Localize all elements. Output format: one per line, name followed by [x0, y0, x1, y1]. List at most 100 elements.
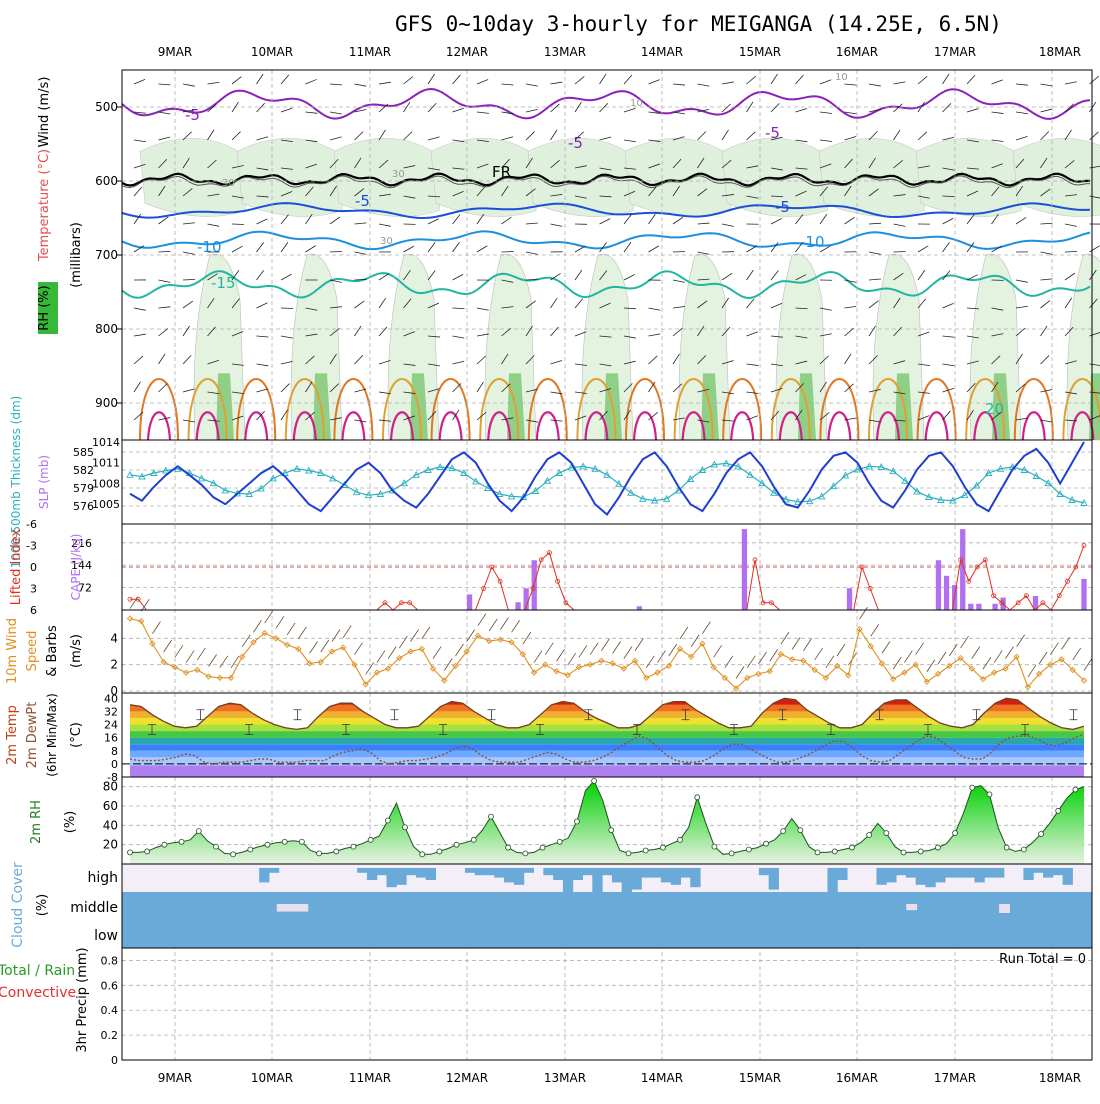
temp-band	[122, 738, 1092, 745]
cloud-high-bar	[925, 868, 935, 887]
cloud-level-label: middle	[70, 900, 118, 916]
rh-point	[368, 837, 373, 842]
rh-point	[351, 844, 356, 849]
contour-label: 10	[630, 98, 643, 109]
rh-point	[523, 851, 528, 856]
rh-point	[317, 851, 322, 856]
rh-point	[901, 850, 906, 855]
top-date-label: 14MAR	[641, 45, 683, 59]
panel-frame	[122, 948, 1092, 1060]
cloud-high-bar	[1033, 868, 1043, 873]
cape-bar	[847, 588, 852, 610]
contour-label: -10	[197, 238, 222, 256]
top-date-label: 18MAR	[1039, 45, 1081, 59]
cloud-high-bar	[984, 868, 994, 878]
thickness-tick: 582	[73, 464, 94, 477]
rh-point	[867, 833, 872, 838]
cloud-high-bar	[387, 868, 397, 887]
label-rh: RH (%)	[37, 285, 52, 330]
rh-point	[643, 848, 648, 853]
cloud-level-label: low	[94, 928, 118, 944]
precip-tick: 0.8	[101, 954, 119, 967]
cloud-high-bar	[1023, 868, 1033, 880]
cloud-high-bar	[367, 868, 377, 880]
cloud-high-bar	[651, 868, 661, 878]
thickness-tick: 585	[73, 446, 94, 459]
rh-point	[849, 845, 854, 850]
label-millibars: (millibars)	[69, 222, 84, 288]
temp-band	[122, 751, 1092, 758]
li-tick: 0	[30, 561, 37, 574]
cloud-high-bar	[494, 868, 504, 878]
cape-bar	[976, 604, 981, 610]
bottom-date-label: 18MAR	[1039, 1071, 1081, 1085]
cloud-high-bar	[641, 868, 651, 878]
top-date-label: 10MAR	[251, 45, 293, 59]
cloud-mid-gap	[277, 904, 288, 912]
rh-tick: 80	[103, 780, 118, 794]
rh-point	[678, 837, 683, 842]
cloud-high-bar	[622, 868, 632, 892]
top-date-label: 9MAR	[158, 45, 193, 59]
label-wind: Wind (m/s)	[37, 77, 52, 148]
rh-tick: 20	[103, 838, 118, 852]
rh-point	[385, 818, 390, 823]
cloud-mid-gap	[999, 904, 1010, 913]
rh-point	[128, 850, 133, 855]
rh-shading	[1013, 138, 1100, 216]
label-cloud-cover: Cloud Cover	[10, 862, 26, 948]
bottom-date-label: 17MAR	[934, 1071, 976, 1085]
label-slp: SLP (mb)	[37, 455, 51, 509]
slp-tick: 1011	[92, 457, 120, 470]
contour-label: FR	[492, 163, 511, 181]
rh-point	[1021, 847, 1026, 852]
cloud-high-bar	[377, 868, 387, 875]
label-barbs: & Barbs	[45, 625, 60, 677]
cloud-high-bar	[886, 868, 896, 882]
rh-point	[420, 852, 425, 857]
bottom-date-label: 16MAR	[836, 1071, 878, 1085]
contour-label: 30	[222, 178, 235, 189]
label-rh-units: (%)	[63, 811, 78, 834]
rh-point	[162, 842, 167, 847]
li-tick: 6	[30, 604, 37, 617]
rh-point	[506, 845, 511, 850]
cloud-high-bar	[876, 868, 886, 885]
cloud-high-bar	[514, 868, 524, 885]
cape-bar	[467, 594, 472, 610]
top-date-label: 15MAR	[739, 45, 781, 59]
cloud-high-bar	[553, 868, 563, 880]
rh-point	[540, 845, 545, 850]
rh-point	[437, 849, 442, 854]
rh-point	[557, 839, 562, 844]
label-temperature: Temperature (°C)	[37, 149, 52, 262]
chart-title: GFS 0~10day 3-hourly for MEIGANGA (14.25…	[395, 12, 1002, 36]
li-tick: 3	[30, 583, 37, 596]
y-tick-label: 800	[95, 322, 118, 336]
precip-tick: 0	[111, 1054, 118, 1067]
cloud-high-bar	[592, 868, 602, 892]
contour-label: 30	[392, 169, 405, 180]
cloud-high-bar	[563, 868, 573, 892]
top-date-label: 12MAR	[446, 45, 488, 59]
cloud-high-bar	[994, 868, 1004, 878]
cloud-high-bar	[612, 868, 622, 882]
cloud-mid-gap	[906, 904, 917, 910]
contour-label: -5	[355, 192, 370, 210]
thickness-tick: 576	[73, 500, 94, 513]
contour-label: -5	[775, 198, 790, 216]
rh-point	[213, 844, 218, 849]
cloud-high-bar	[583, 868, 593, 875]
y-tick-label: 900	[95, 396, 118, 410]
thickness-tick: 579	[73, 482, 94, 495]
label-precip: 3hr Precip (mm)	[75, 947, 90, 1052]
rh-point	[471, 837, 476, 842]
top-date-label: 11MAR	[349, 45, 391, 59]
slp-tick: 1005	[92, 498, 120, 511]
rh-point	[695, 795, 700, 800]
cloud-high-bar	[269, 868, 279, 873]
cloud-mid-gap	[287, 904, 298, 912]
rh-point	[248, 847, 253, 852]
cloud-high-bar	[1063, 868, 1073, 885]
